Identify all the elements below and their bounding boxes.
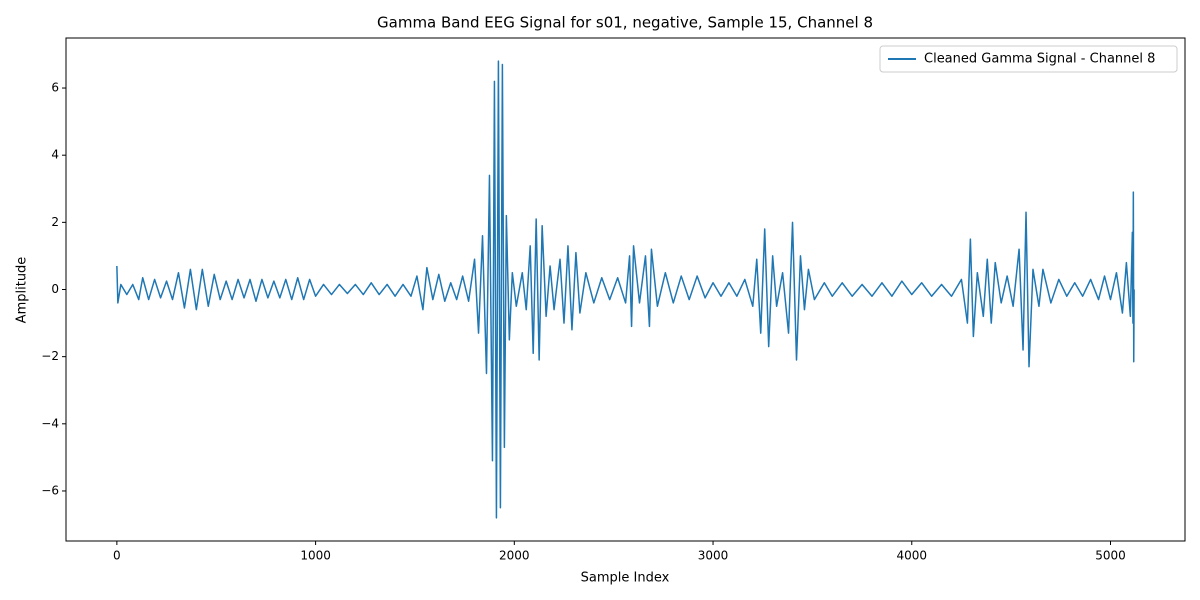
x-tick-label: 2000: [499, 549, 530, 563]
legend-box: [879, 45, 1178, 73]
x-axis-label: Sample Index: [581, 571, 670, 586]
x-tick-label: 5000: [1095, 549, 1126, 563]
legend-label: Cleaned Gamma Signal - Channel 8: [924, 52, 1155, 67]
x-tick-label: 4000: [896, 549, 927, 563]
signal-line: [116, 60, 1135, 519]
y-tick-label: 2: [51, 215, 59, 229]
y-tick-label: 4: [51, 148, 59, 162]
y-tick-label: 0: [51, 282, 59, 296]
x-tick-label: 0: [113, 549, 121, 563]
y-tick-label: −4: [41, 416, 59, 430]
y-tick-label: 6: [51, 81, 59, 95]
y-axis-label: Amplitude: [15, 257, 30, 324]
y-tick-label: −6: [41, 483, 59, 497]
x-tick-label: 3000: [698, 549, 729, 563]
plot-frame: [65, 37, 1186, 542]
y-tick-label: −2: [41, 349, 59, 363]
x-tick-label: 1000: [300, 549, 331, 563]
chart-title: Gamma Band EEG Signal for s01, negative,…: [377, 14, 873, 32]
